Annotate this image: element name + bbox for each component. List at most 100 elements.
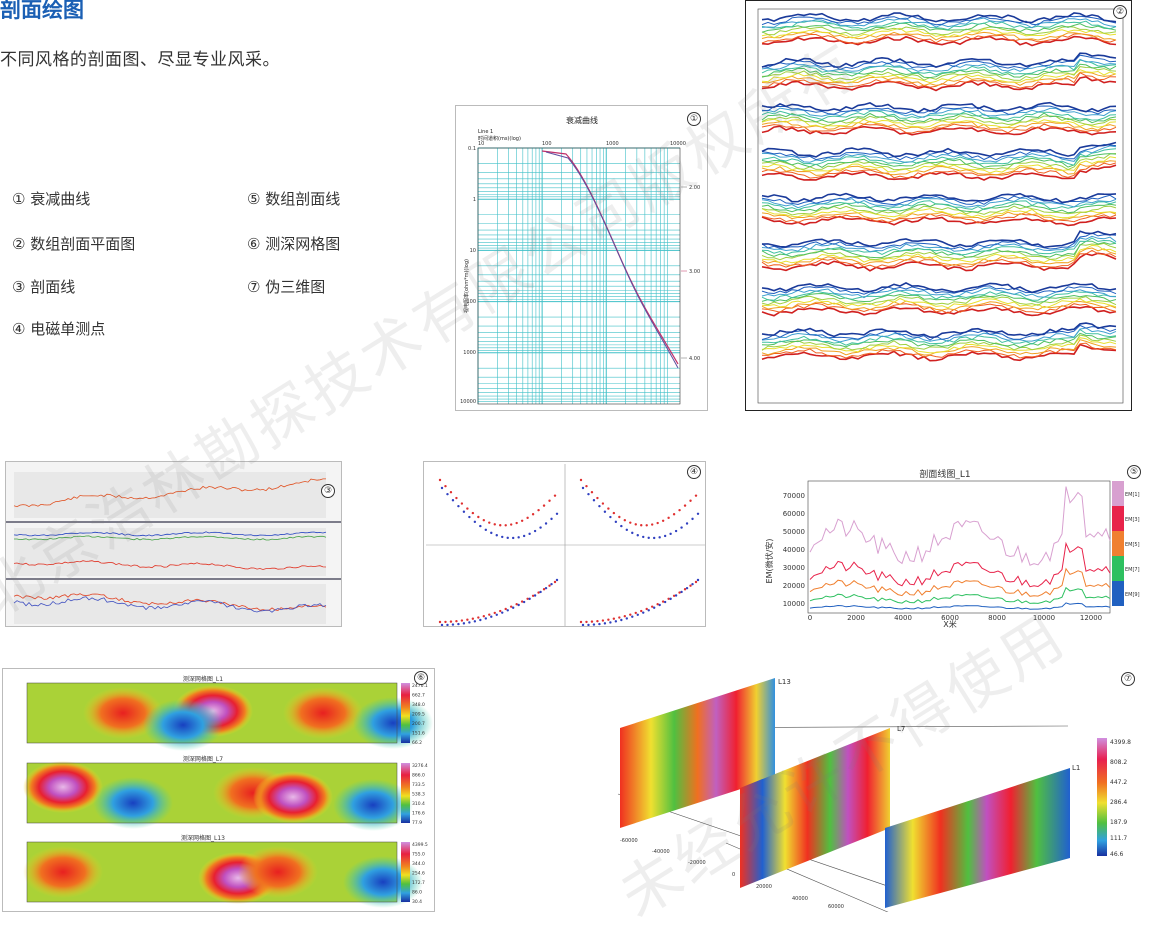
array-line-xtick: 4000 bbox=[894, 614, 912, 622]
pseudo-3d-tick: 0 bbox=[732, 872, 735, 878]
pseudo-3d-colorbar bbox=[1097, 738, 1107, 856]
legend-item-array-plan: ② 数组剖面平面图 bbox=[12, 235, 136, 253]
profile-lines-chart bbox=[6, 462, 341, 626]
pseudo-3d-scale-label: 286.4 bbox=[1110, 799, 1127, 806]
array-line-legend-item: EM[3] bbox=[1125, 517, 1140, 523]
grid-map-scale-label: 4399.5 bbox=[412, 842, 428, 848]
grid-map-title: 测深网格图_L1 bbox=[183, 675, 223, 683]
decay-ylabel: 视电阻率(ohm*m)(log) bbox=[463, 259, 470, 313]
array-line-ytick: 20000 bbox=[783, 582, 805, 590]
pseudo-3d-scale-label: 111.7 bbox=[1110, 835, 1127, 842]
array-line-legend: EM[1] EM[3] EM[5] EM[7] EM[9] bbox=[1112, 481, 1140, 606]
grid-map-scale-label: 2476.1 bbox=[412, 683, 428, 689]
decay-ytick: 10000 bbox=[460, 399, 476, 405]
array-line-series bbox=[809, 486, 1111, 610]
pseudo-3d-scale-label: 447.2 bbox=[1110, 779, 1127, 786]
array-line-xtick: 0 bbox=[808, 614, 812, 622]
grid-map-colorbar bbox=[401, 842, 410, 902]
array-line-ytick: 50000 bbox=[783, 528, 805, 536]
badge-7: ⑦ bbox=[1121, 672, 1135, 686]
profile-lines-series bbox=[13, 478, 327, 613]
pseudo-3d-scale-labels: 4399.8 808.2 447.2 286.4 187.9 111.7 46.… bbox=[1110, 739, 1131, 858]
decay-ytick: 1 bbox=[473, 197, 476, 203]
decay-curve-2 bbox=[545, 151, 679, 369]
pseudo-3d-scale-label: 46.6 bbox=[1110, 851, 1124, 858]
decay-ytick: 1000 bbox=[463, 350, 476, 356]
decay-curve-chart: 衰减曲线 Line 1 时间道积(ms)(log) 视电阻率(ohm*m)(lo… bbox=[460, 115, 700, 405]
grid-map-scale-label: 733.5 bbox=[412, 782, 425, 788]
pseudo-3d-slice-l13 bbox=[620, 678, 775, 828]
decay-ytick: 0.1 bbox=[468, 146, 476, 152]
decay-xlabel: 时间道积(ms)(log) bbox=[478, 135, 521, 142]
grid-map-scale-label: 3276.4 bbox=[412, 763, 428, 769]
em-points-series bbox=[438, 478, 700, 626]
array-line-xtick: 6000 bbox=[941, 614, 959, 622]
em-point-panel: ④ bbox=[423, 461, 706, 627]
array-line-xtick: 2000 bbox=[847, 614, 865, 622]
array-line-legend-item: EM[5] bbox=[1125, 542, 1140, 548]
grid-map-scale-label: 662.7 bbox=[412, 693, 425, 699]
grid-maps: 测深网格图_L1 2476.1 662.7 348.0 209.5 200.7 151.6 6… bbox=[23, 675, 433, 908]
pseudo-3d-tick: -20000 bbox=[688, 860, 706, 866]
badge-5: ⑤ bbox=[1127, 465, 1141, 479]
grid-map-title: 测深网格图_L7 bbox=[183, 755, 223, 763]
pseudo-3d-scale-label: 808.2 bbox=[1110, 759, 1127, 766]
decay-xtick: 1000 bbox=[606, 141, 619, 147]
array-line-ytick: 30000 bbox=[783, 564, 805, 572]
sounding-grid-panel: 测深网格图_L1 2476.1 662.7 348.0 209.5 200.7 151.6 6… bbox=[2, 668, 435, 912]
array-line-ytick: 40000 bbox=[783, 546, 805, 554]
decay-right-labels: 2.00 3.00 4.00 bbox=[681, 185, 700, 362]
array-line-ytick: 70000 bbox=[783, 492, 805, 500]
pseudo-3d-ticks: -60000 -40000 -20000 0 20000 40000 60000 bbox=[620, 838, 844, 910]
badge-3: ③ bbox=[321, 484, 335, 498]
legend-item-em-point: ④ 电磁单测点 bbox=[12, 320, 106, 338]
decay-line-label: Line 1 bbox=[478, 129, 493, 135]
grid-map-scale-label: 755.0 bbox=[412, 852, 425, 858]
decay-ytick: 10 bbox=[470, 248, 476, 254]
grid-map-scale-label: 348.0 bbox=[412, 702, 425, 708]
array-line-xtick: 8000 bbox=[988, 614, 1006, 622]
pseudo-3d-tick: 20000 bbox=[756, 884, 772, 890]
grid-map-scale-label: 176.6 bbox=[412, 811, 425, 817]
pseudo-3d-panel: L13 L7 L1 -60000 -40000 -20000 0 20000 4… bbox=[600, 668, 1140, 914]
decay-right-label: 3.00 bbox=[689, 269, 700, 275]
pseudo-3d-line-label: L7 bbox=[897, 725, 905, 733]
decay-title: 衰减曲线 bbox=[566, 115, 598, 125]
decay-xtick: 10000 bbox=[670, 141, 686, 147]
page-title: 剖面绘图 bbox=[0, 0, 84, 22]
grid-map-colorbar bbox=[401, 683, 410, 743]
pseudo-3d-tick: -40000 bbox=[652, 849, 670, 855]
array-line-ylabel: EM(微伏/安) bbox=[764, 539, 774, 584]
grid-map-scale-label: 209.5 bbox=[412, 712, 425, 718]
grid-map-scale-label: 866.0 bbox=[412, 773, 425, 779]
grid-map-colorbar bbox=[401, 763, 410, 823]
array-line-xlabel: X米 bbox=[943, 619, 956, 629]
grid-map-scale-label: 151.6 bbox=[412, 731, 425, 737]
array-line-title: 剖面线图_L1 bbox=[919, 468, 970, 480]
pseudo-3d-scale-label: 4399.8 bbox=[1110, 739, 1131, 746]
grid-map-scale-label: 310.4 bbox=[412, 801, 425, 807]
array-line-yticks: 70000 60000 50000 40000 30000 20000 1000… bbox=[783, 492, 805, 608]
pseudo-3d-tick: -60000 bbox=[620, 838, 638, 844]
pseudo-3d-slice-l1 bbox=[885, 768, 1070, 908]
pseudo-3d-tick: 40000 bbox=[792, 896, 808, 902]
badge-2: ② bbox=[1113, 5, 1127, 19]
decay-xticks: 10 100 1000 10000 bbox=[478, 141, 686, 147]
grid-map-title: 测深网格图_L13 bbox=[181, 834, 225, 842]
array-line-chart: 剖面线图_L1 EM(微伏/安) X米 70000 60000 50000 40… bbox=[764, 468, 1140, 629]
grid-map-scale-label: 66.2 bbox=[412, 740, 422, 746]
badge-4: ④ bbox=[687, 465, 701, 479]
grid-map-scale-label: 344.0 bbox=[412, 861, 425, 867]
decay-xtick: 10 bbox=[478, 141, 484, 147]
array-profile-plan-panel: ② bbox=[745, 0, 1132, 411]
array-line-ytick: 60000 bbox=[783, 510, 805, 518]
pseudo-3d-slice-l7 bbox=[740, 728, 890, 888]
legend-item-profile-line: ③ 剖面线 bbox=[12, 278, 76, 296]
profile-lines-panel: ③ bbox=[5, 461, 342, 627]
legend-item-pseudo-3d: ⑦ 伪三维图 bbox=[247, 278, 326, 296]
pseudo-3d-tick: 60000 bbox=[828, 904, 844, 910]
sounding-grid-chart: 测深网格图_L1 2476.1 662.7 348.0 209.5 200.7 151.6 6… bbox=[23, 675, 433, 908]
grid-map-scale-label: 200.7 bbox=[412, 721, 425, 727]
grid-map-scale-label: 77.9 bbox=[412, 820, 422, 826]
decay-xtick: 100 bbox=[542, 141, 552, 147]
